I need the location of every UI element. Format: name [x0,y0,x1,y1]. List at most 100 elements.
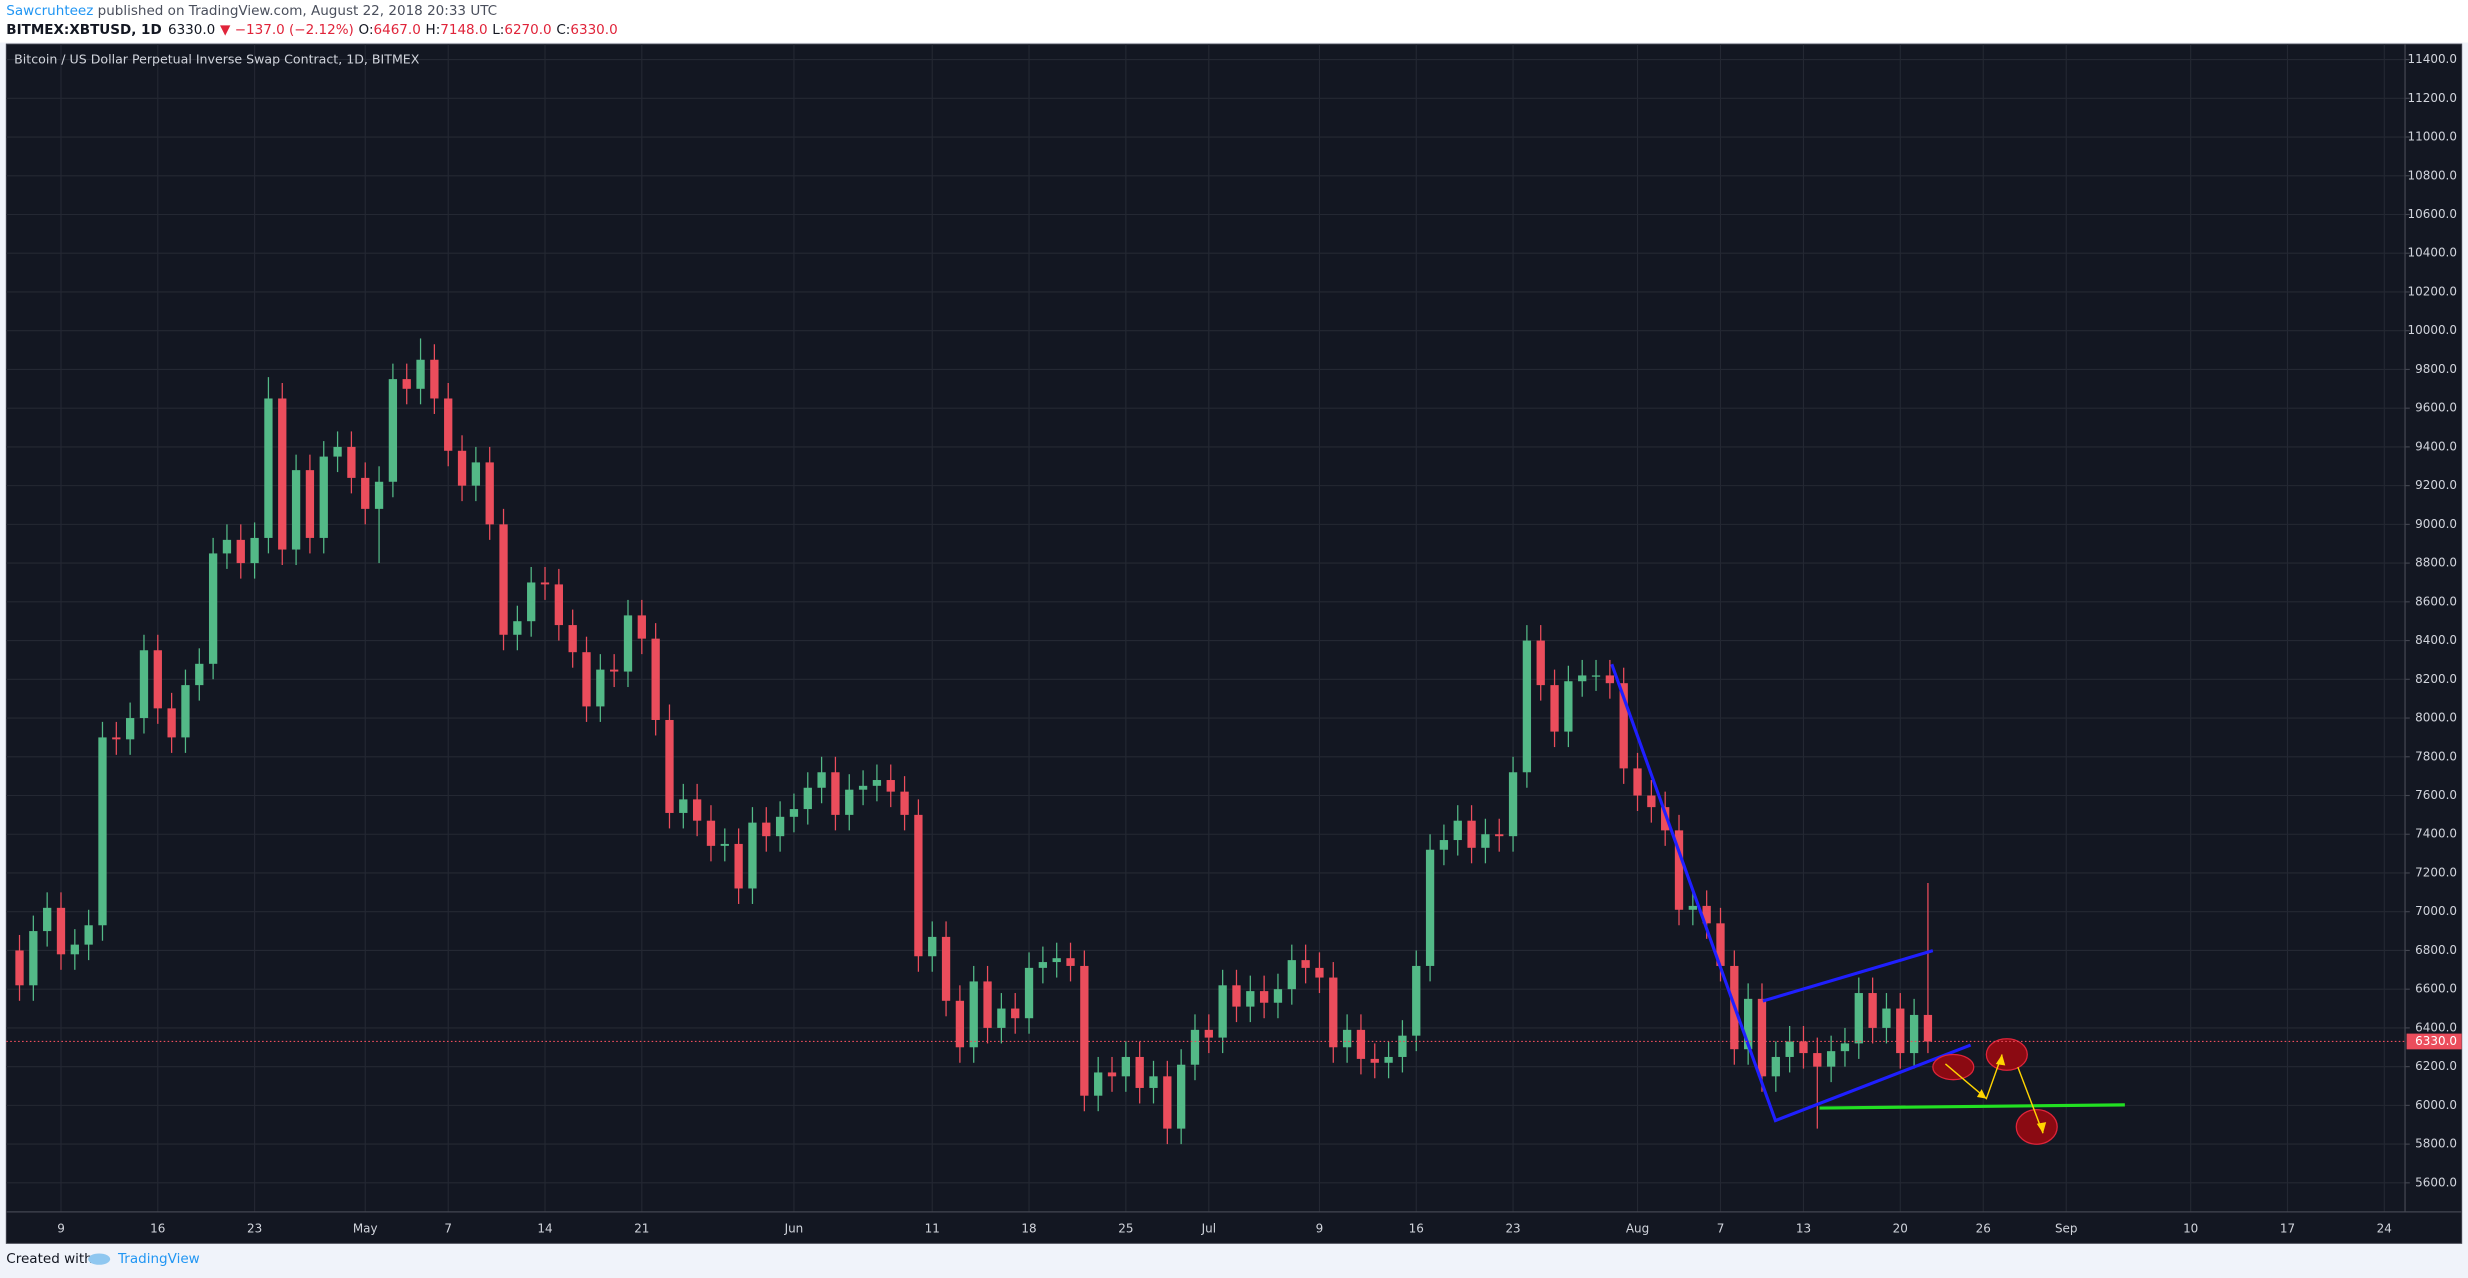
candle-body [139,650,149,719]
y-tick-label: 6600.0 [2415,982,2457,996]
candle-body [817,772,826,788]
x-tick-label: 23 [247,1222,262,1236]
candle-body [1909,1014,1919,1054]
candle-body [15,950,24,986]
x-tick-label: 9 [1316,1222,1324,1236]
candle-body [112,737,121,740]
candle-body [665,719,674,813]
y-tick-label: 8000.0 [2415,711,2457,725]
support-line [1819,1103,2125,1110]
candle-body [1467,820,1476,848]
candle-body [1785,1041,1794,1057]
footer-logo[interactable]: TradingView [88,1251,200,1267]
y-tick-label: 7200.0 [2415,865,2457,879]
y-tick-label: 6800.0 [2415,943,2457,957]
candle-body [1439,840,1449,850]
candle-body [444,398,453,451]
candle-body [43,907,52,932]
candle-body [1550,685,1559,732]
candle-body [886,780,895,792]
x-tick-label: 16 [1409,1222,1424,1236]
candle-body [748,822,757,889]
arrow-head [1976,1089,1987,1099]
ohlc-key: O: [359,22,374,38]
trend-line [1610,663,1972,1123]
candle-body [333,446,342,457]
symbol: BITMEX:XBTUSD, 1D [6,22,161,38]
arrow-head [1995,1054,2006,1066]
candle-body [1453,820,1462,841]
ohlc-value: 6330.0 [570,22,617,38]
candle-body [1232,985,1241,1007]
candle-body [388,379,398,482]
candle-body [1522,640,1532,773]
candle-body [457,450,467,486]
x-tick-label: 10 [2183,1222,2198,1236]
candle-body [1011,1008,1020,1019]
candle-body [692,799,702,821]
candle-body [1799,1041,1808,1054]
candle-body [1052,958,1061,963]
chart-panel [5,43,2463,1244]
candle-body [1163,1076,1172,1129]
candle-body [1536,640,1545,686]
candle-body [1412,965,1421,1036]
candle-body [775,816,785,837]
y-tick-label: 10600.0 [2408,207,2457,221]
candle-body [1923,1014,1933,1042]
candle-body [1688,905,1697,910]
candle-body [1744,998,1753,1050]
candle-body [1218,985,1227,1038]
candle-body [1578,675,1587,682]
candle-body [1813,1053,1822,1067]
y-tick-label: 10200.0 [2408,284,2457,298]
candle-body [485,462,494,525]
candle-body [706,820,716,846]
x-tick-label: 7 [1717,1222,1725,1236]
ohlc-value: 7148.0 [440,22,487,38]
author[interactable]: Sawcruhteez [6,3,93,19]
ohlc-key: C: [556,22,570,38]
candle-body [1080,965,1089,1096]
candle-body [1301,960,1310,968]
candle-body [1315,967,1324,978]
y-tick-label: 7000.0 [2415,904,2457,918]
footer-brand[interactable]: TradingView [117,1251,200,1267]
x-tick-label: 9 [57,1222,65,1236]
candle-body [1204,1029,1213,1038]
candle-body [416,359,425,389]
y-tick-label: 8600.0 [2415,594,2457,608]
candle-body [1896,1008,1905,1054]
candle-body [1370,1058,1379,1063]
candle-body [1190,1029,1200,1065]
x-tick-label: 23 [1505,1222,1520,1236]
candle-body [554,584,563,626]
candle-body [1702,905,1711,924]
last-price-box [2406,1033,2462,1050]
footer-created: Created with [6,1251,92,1267]
candle-body [56,907,66,955]
y-tick-label: 5600.0 [2415,1175,2457,1189]
candle-body [195,663,204,686]
target-ellipse [1985,1038,2028,1071]
x-tick-label: 17 [2280,1222,2295,1236]
candle-body [1661,807,1670,831]
x-tick-label: Jun [784,1222,804,1236]
candle-body [997,1008,1006,1028]
candle-body [98,737,107,926]
y-tick-label: 10400.0 [2408,246,2457,260]
candle-body [1605,675,1615,684]
candle-body [374,481,384,509]
candle-body [1384,1056,1393,1063]
candle-body [831,772,840,815]
candle-body [347,446,356,478]
candle-body [969,981,978,1048]
candle-body [1024,967,1034,1019]
y-tick-label: 6000.0 [2415,1098,2457,1112]
trend-line [1762,949,1934,1003]
ohlc-value: 6270.0 [504,22,551,38]
candle-body [623,615,633,672]
target-ellipse [2015,1108,2058,1145]
header-line: Sawcruhteez published on TradingView.com… [6,3,497,19]
